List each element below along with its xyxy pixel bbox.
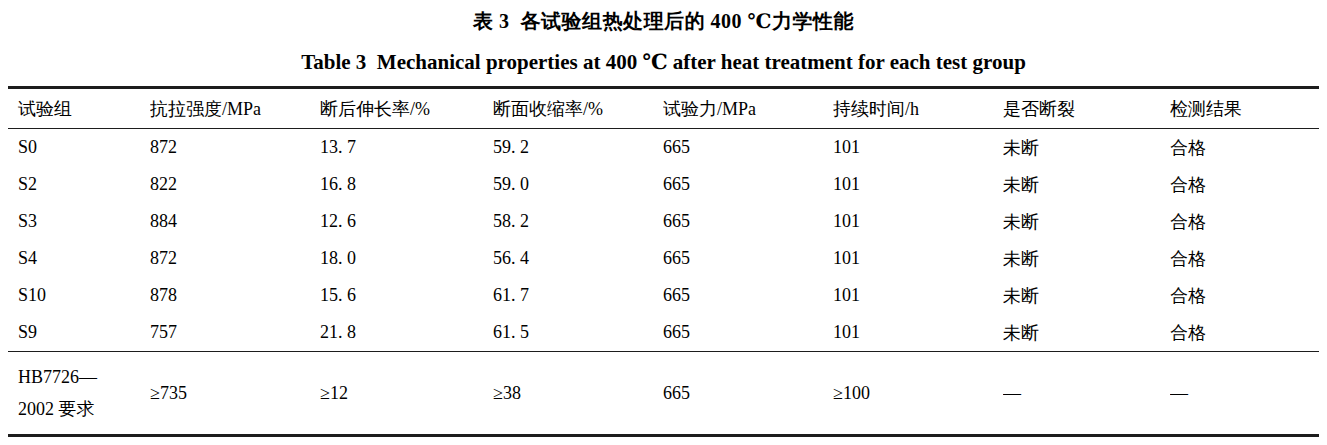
table-cell: S9 (8, 314, 150, 352)
table-cell: 665 (663, 166, 833, 203)
table-title-english: Table 3 Mechanical properties at 400 ℃ a… (0, 48, 1327, 76)
table-cell: 16. 8 (320, 166, 493, 203)
table-row: S975721. 861. 5665101未断合格 (8, 314, 1319, 352)
table-cell: ≥100 (833, 352, 1003, 436)
table-cell: 合格 (1170, 314, 1319, 352)
paper-table-figure: 表 3 各试验组热处理后的 400 ℃力学性能 Table 3 Mechanic… (0, 0, 1327, 445)
table-cell: — (1170, 352, 1319, 436)
table-row: S388412. 658. 2665101未断合格 (8, 203, 1319, 240)
table-cell: 884 (150, 203, 320, 240)
table-header-row: 试验组抗拉强度/MPa断后伸长率/%断面收缩率/%试验力/MPa持续时间/h是否… (8, 88, 1319, 129)
mechanical-properties-table: 试验组抗拉强度/MPa断后伸长率/%断面收缩率/%试验力/MPa持续时间/h是否… (8, 86, 1319, 437)
table-cell: 61. 5 (493, 314, 663, 352)
table-cell: 665 (663, 277, 833, 314)
table-cell: 合格 (1170, 166, 1319, 203)
table-cell: 101 (833, 129, 1003, 167)
table-cell: 59. 0 (493, 166, 663, 203)
table-cell: 101 (833, 166, 1003, 203)
column-header: 断面收缩率/% (493, 88, 663, 129)
column-header: 抗拉强度/MPa (150, 88, 320, 129)
table-cell: 101 (833, 203, 1003, 240)
table-cell: 61. 7 (493, 277, 663, 314)
table-cell: 21. 8 (320, 314, 493, 352)
column-header: 断后伸长率/% (320, 88, 493, 129)
table-cell: 13. 7 (320, 129, 493, 167)
table-cell: 未断 (1003, 203, 1170, 240)
table-cell: S3 (8, 203, 150, 240)
table-cell: 未断 (1003, 240, 1170, 277)
table-cell: 665 (663, 352, 833, 436)
table-cell: 合格 (1170, 129, 1319, 167)
column-header: 是否断裂 (1003, 88, 1170, 129)
table-cell: 665 (663, 240, 833, 277)
table-cell: HB7726— 2002 要求 (8, 352, 150, 436)
column-header: 持续时间/h (833, 88, 1003, 129)
table-cell: 合格 (1170, 277, 1319, 314)
table-cell: 未断 (1003, 314, 1170, 352)
table-cell: 未断 (1003, 277, 1170, 314)
table-cell: 101 (833, 240, 1003, 277)
table-cell: ≥735 (150, 352, 320, 436)
table-cell: 未断 (1003, 129, 1170, 167)
table-row: S087213. 759. 2665101未断合格 (8, 129, 1319, 167)
table-cell: 18. 0 (320, 240, 493, 277)
table-title-chinese: 表 3 各试验组热处理后的 400 ℃力学性能 (0, 0, 1327, 34)
table-cell: 665 (663, 129, 833, 167)
table-cell: 101 (833, 277, 1003, 314)
table-cell: 872 (150, 240, 320, 277)
table-cell: 合格 (1170, 240, 1319, 277)
table-row: S1087815. 661. 7665101未断合格 (8, 277, 1319, 314)
table-cell: 665 (663, 314, 833, 352)
table-cell: 12. 6 (320, 203, 493, 240)
column-header: 试验力/MPa (663, 88, 833, 129)
table-cell: S0 (8, 129, 150, 167)
table-cell: 872 (150, 129, 320, 167)
table-cell: 822 (150, 166, 320, 203)
table-cell: 58. 2 (493, 203, 663, 240)
table-cell: S2 (8, 166, 150, 203)
table-cell: 101 (833, 314, 1003, 352)
table-cell: 15. 6 (320, 277, 493, 314)
table-cell: ≥38 (493, 352, 663, 436)
table-cell: — (1003, 352, 1170, 436)
column-header: 检测结果 (1170, 88, 1319, 129)
table-row: S487218. 056. 4665101未断合格 (8, 240, 1319, 277)
table-row: S282216. 859. 0665101未断合格 (8, 166, 1319, 203)
table-cell: S4 (8, 240, 150, 277)
table-cell: 未断 (1003, 166, 1170, 203)
table-cell: 878 (150, 277, 320, 314)
table-cell: 757 (150, 314, 320, 352)
table-body: S087213. 759. 2665101未断合格S282216. 859. 0… (8, 129, 1319, 436)
column-header: 试验组 (8, 88, 150, 129)
table-cell: ≥12 (320, 352, 493, 436)
table-header: 试验组抗拉强度/MPa断后伸长率/%断面收缩率/%试验力/MPa持续时间/h是否… (8, 88, 1319, 129)
table-cell: 合格 (1170, 203, 1319, 240)
requirement-row: HB7726— 2002 要求≥735≥12≥38665≥100—— (8, 352, 1319, 436)
table-cell: 665 (663, 203, 833, 240)
table-cell: 56. 4 (493, 240, 663, 277)
table-cell: S10 (8, 277, 150, 314)
table-cell: 59. 2 (493, 129, 663, 167)
